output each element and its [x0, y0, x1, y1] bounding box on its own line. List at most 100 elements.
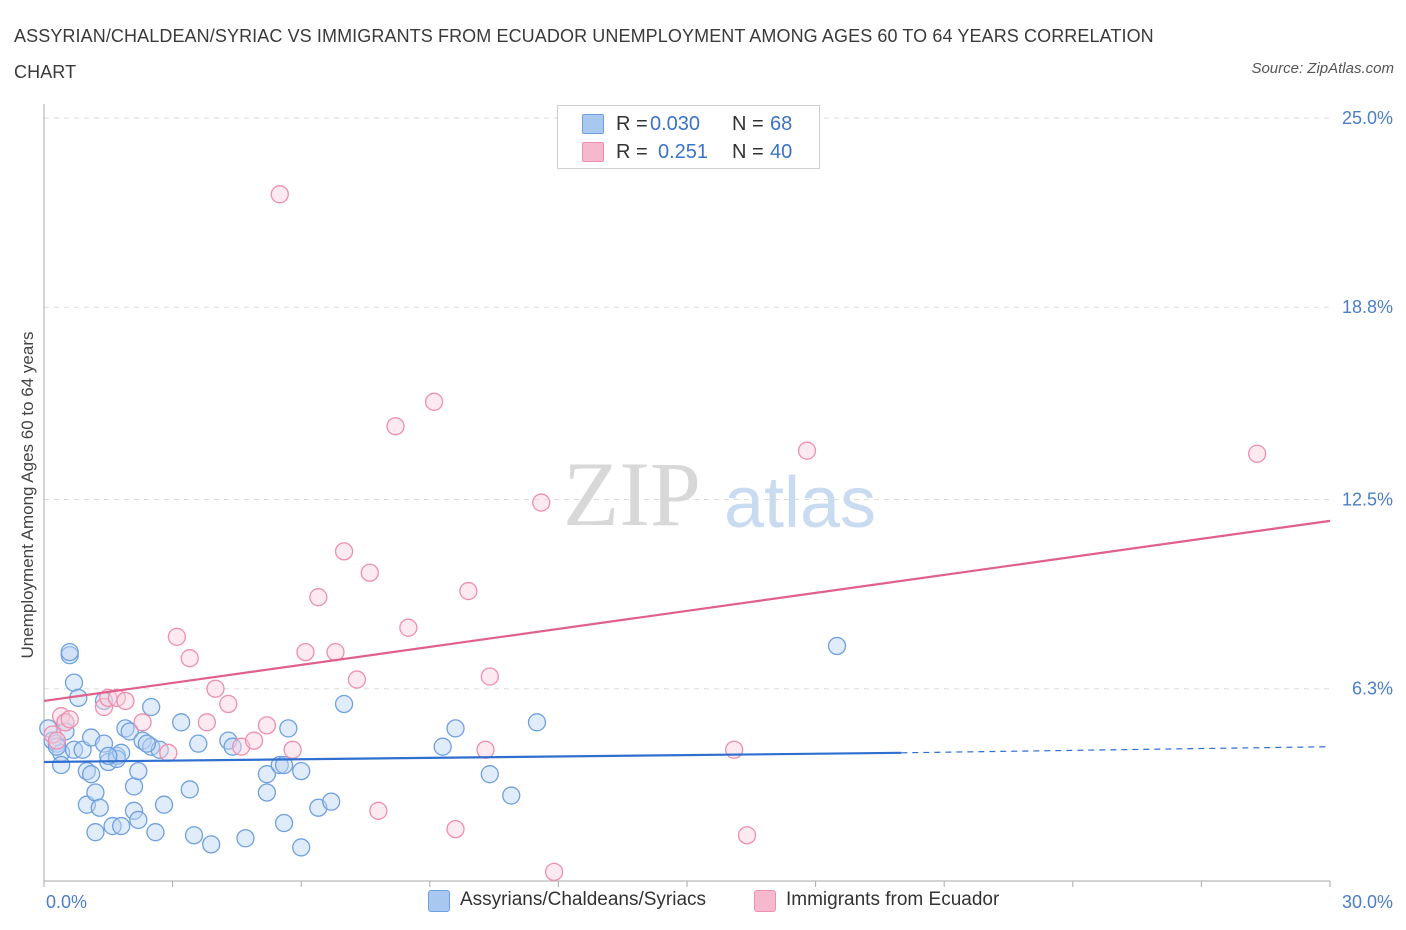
point-assyrian [112, 816, 131, 836]
point-assyrian [129, 810, 148, 830]
point-assyrian [257, 765, 277, 784]
point-assyrian [446, 719, 465, 738]
point-ecuador [60, 710, 79, 729]
point-assyrian [827, 636, 847, 656]
point-assyrian [146, 823, 165, 842]
point-assyrian [124, 777, 144, 796]
point-assyrian [480, 765, 499, 784]
point-assyrian [129, 761, 148, 781]
chart-title: ASSYRIAN/CHALDEAN/SYRIAC VS IMMIGRANTS F… [14, 26, 1154, 82]
y-tick-label: 25.0% [1342, 108, 1393, 128]
legend-swatch-pink [582, 142, 604, 162]
point-assyrian [502, 786, 521, 805]
x-tick-label: 30.0% [1342, 892, 1393, 912]
trendline-assyrian [43, 751, 902, 764]
point-ecuador [180, 649, 199, 668]
point-ecuador [737, 826, 757, 845]
y-tick-label: 6.3% [1352, 679, 1393, 699]
axes [43, 104, 1331, 887]
point-assyrian [257, 783, 277, 802]
point-ecuador [219, 694, 238, 714]
point-ecuador [459, 581, 478, 601]
point-ecuador [369, 801, 388, 820]
point-ecuador [476, 740, 495, 759]
point-assyrian [184, 826, 204, 845]
trendline-assyrian-extension [901, 746, 1331, 754]
point-assyrian [180, 780, 199, 799]
point-assyrian [433, 737, 452, 756]
y-axis-title: Unemployment Among Ages 60 to 64 years [18, 332, 37, 659]
point-ecuador [197, 713, 217, 732]
point-ecuador [1247, 444, 1267, 463]
point-assyrian [189, 734, 208, 753]
y-tick-label: 18.8% [1342, 297, 1393, 317]
point-ecuador [347, 670, 367, 689]
grid-lines [44, 117, 1330, 690]
point-assyrian [292, 761, 311, 781]
point-ecuador [334, 542, 354, 561]
point-assyrian [99, 746, 118, 766]
legend-label: Assyrians/Chaldeans/Syriacs [460, 889, 707, 910]
legend-n-label: N = [732, 113, 764, 135]
point-assyrian [64, 673, 84, 692]
legend-n-value: 40 [770, 141, 793, 163]
point-assyrian [236, 829, 255, 848]
point-ecuador [283, 740, 302, 759]
legend-label: Immigrants from Ecuador [786, 889, 1000, 910]
legend-r-label: R = [616, 113, 648, 135]
point-ecuador [360, 563, 379, 582]
point-assyrian [279, 719, 298, 738]
point-ecuador [167, 627, 187, 646]
point-ecuador [480, 667, 499, 686]
point-ecuador [159, 743, 178, 762]
point-ecuador [399, 618, 418, 637]
point-ecuador [424, 392, 444, 411]
point-assyrian [202, 835, 221, 854]
source-label: Source: ZipAtlas.com [1251, 60, 1394, 77]
point-assyrian [86, 823, 105, 842]
point-ecuador [257, 716, 277, 735]
point-ecuador [116, 691, 135, 711]
point-assyrian [274, 755, 294, 775]
watermark: ZIP atlas [563, 443, 876, 545]
point-assyrian [274, 813, 294, 833]
point-assyrian [82, 765, 101, 784]
legend-r-value: 0.251 [658, 141, 709, 163]
stats-legend: R = 0.030 N = 68 R = 0.251 N = 40 [557, 105, 820, 169]
point-assyrian [51, 755, 71, 775]
point-assyrian [172, 713, 191, 732]
y-tick-label: 12.5% [1342, 490, 1393, 510]
point-assyrian [292, 838, 311, 857]
point-ecuador [296, 642, 315, 662]
point-assyrian [142, 697, 161, 717]
point-ecuador [47, 731, 67, 750]
legend-n-label: N = [732, 141, 764, 163]
point-assyrian [270, 755, 289, 775]
point-ecuador [244, 731, 264, 750]
point-assyrian [120, 722, 139, 741]
point-ecuador [544, 862, 564, 881]
x-tick-label: 0.0% [46, 892, 87, 912]
watermark-atlas: atlas [724, 463, 876, 543]
legend-r-value: 0.030 [650, 113, 701, 135]
legend-r-label: R = [616, 141, 648, 163]
point-ecuador [94, 697, 114, 717]
point-assyrian [60, 642, 79, 662]
point-ecuador [309, 588, 328, 607]
point-ecuador [270, 185, 289, 204]
point-ecuador [797, 441, 817, 460]
point-assyrian [137, 734, 157, 753]
point-ecuador [446, 819, 465, 839]
watermark-zip: ZIP [563, 443, 701, 545]
data-points [39, 185, 1267, 881]
point-assyrian [322, 792, 341, 811]
point-ecuador [532, 493, 551, 512]
point-ecuador [133, 713, 152, 732]
point-ecuador [206, 679, 225, 698]
point-assyrian [527, 713, 547, 732]
point-assyrian [154, 795, 174, 814]
legend-swatch-blue [428, 890, 450, 912]
point-assyrian [334, 694, 354, 714]
legend-swatch-pink [754, 890, 776, 912]
